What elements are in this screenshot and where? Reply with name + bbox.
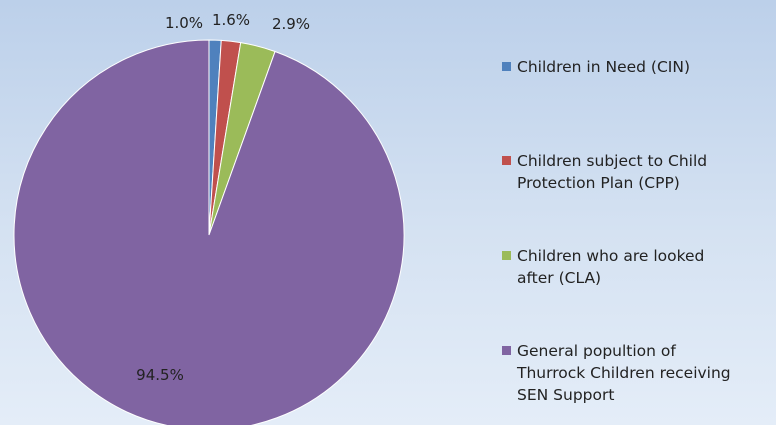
data-labels: 1.0% 1.6% 2.9% 94.5%: [136, 11, 310, 384]
legend-label-general-line3: SEN Support: [517, 386, 615, 404]
data-label-cla: 2.9%: [272, 15, 310, 33]
legend-label-cla-line1: Children who are looked: [517, 247, 705, 265]
legend-swatch-cpp: [502, 156, 511, 165]
data-label-general: 94.5%: [136, 366, 184, 384]
data-label-cin: 1.0%: [165, 14, 203, 32]
legend-label-general-line2: Thurrock Children receiving: [517, 364, 731, 382]
legend-swatch-cla: [502, 251, 511, 260]
pie-slice-general: [13, 39, 405, 425]
legend-label-cpp-line1: Children subject to Child: [517, 152, 708, 170]
legend-label-cin: Children in Need (CIN): [517, 58, 690, 76]
legend-item-cpp: Children subject to Child Protection Pla…: [502, 150, 767, 194]
legend: Children in Need (CIN) Children subject …: [502, 0, 772, 425]
legend-item-general: General popultion of Thurrock Children r…: [502, 340, 767, 406]
legend-item-cla: Children who are looked after (CLA): [502, 245, 767, 289]
data-label-cpp: 1.6%: [212, 11, 250, 29]
legend-label-general-line1: General popultion of: [517, 342, 676, 360]
pie-slices: [13, 39, 405, 425]
legend-label-cpp-line2: Protection Plan (CPP): [517, 174, 680, 192]
legend-swatch-cin: [502, 62, 511, 71]
legend-item-cin: Children in Need (CIN): [502, 56, 767, 78]
legend-swatch-general: [502, 346, 511, 355]
legend-label-cla-line2: after (CLA): [517, 269, 602, 287]
